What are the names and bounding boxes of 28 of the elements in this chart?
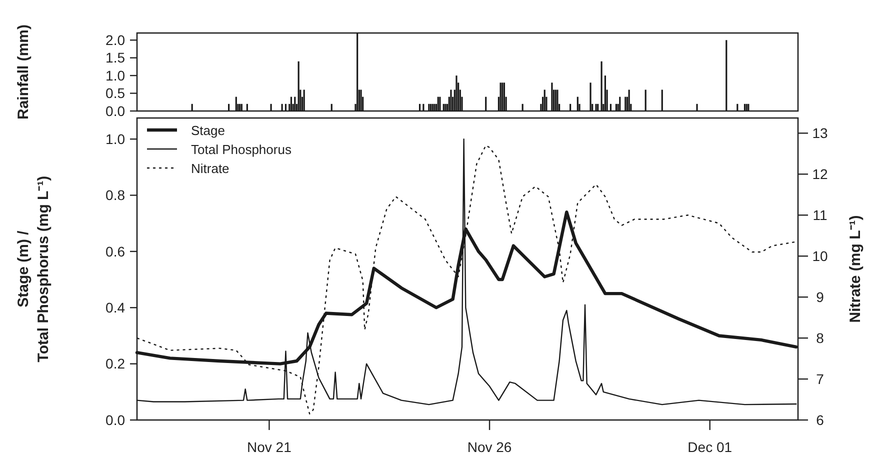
y-tick-label: 1.5 bbox=[106, 50, 126, 66]
y2-tick-label: 13 bbox=[812, 125, 828, 142]
x-tick-label: Dec 01 bbox=[688, 439, 732, 455]
x-tick-label: Nov 21 bbox=[247, 439, 292, 455]
y-tick-label: 0.4 bbox=[106, 300, 126, 316]
y-axis-title: Stage (m) / Total Phosphorus (mg L⁻¹) bbox=[15, 176, 52, 362]
y2-tick-label: 6 bbox=[816, 412, 824, 428]
y-axis-title: Rainfall (mm) bbox=[15, 24, 32, 120]
legend-label: Stage bbox=[191, 123, 225, 138]
y-tick-label: 0.5 bbox=[106, 85, 126, 102]
legend-label: Nitrate bbox=[191, 161, 230, 176]
y-tick-label: 1.0 bbox=[106, 130, 126, 147]
x-tick-label: Nov 26 bbox=[467, 439, 512, 455]
y-tick-label: 0.8 bbox=[106, 187, 126, 204]
y2-tick-label: 10 bbox=[812, 248, 828, 264]
y2-tick-label: 7 bbox=[816, 370, 824, 387]
y-tick-label: 0.2 bbox=[106, 356, 126, 372]
y-tick-label: 0.0 bbox=[106, 102, 126, 119]
y-tick-label: 0.6 bbox=[106, 243, 126, 260]
y2-tick-label: 9 bbox=[816, 288, 824, 305]
y2-tick-label: 8 bbox=[816, 330, 824, 346]
y-tick-label: 0.0 bbox=[106, 412, 126, 428]
y-tick-label: 1.0 bbox=[106, 67, 126, 84]
y-tick-label: 2.0 bbox=[106, 32, 126, 48]
y2-axis-title: Nitrate (mg L⁻¹) bbox=[847, 215, 864, 323]
legend-label: Total Phosphorus bbox=[191, 142, 292, 157]
y2-tick-label: 12 bbox=[812, 166, 828, 182]
y2-tick-label: 11 bbox=[812, 207, 828, 224]
